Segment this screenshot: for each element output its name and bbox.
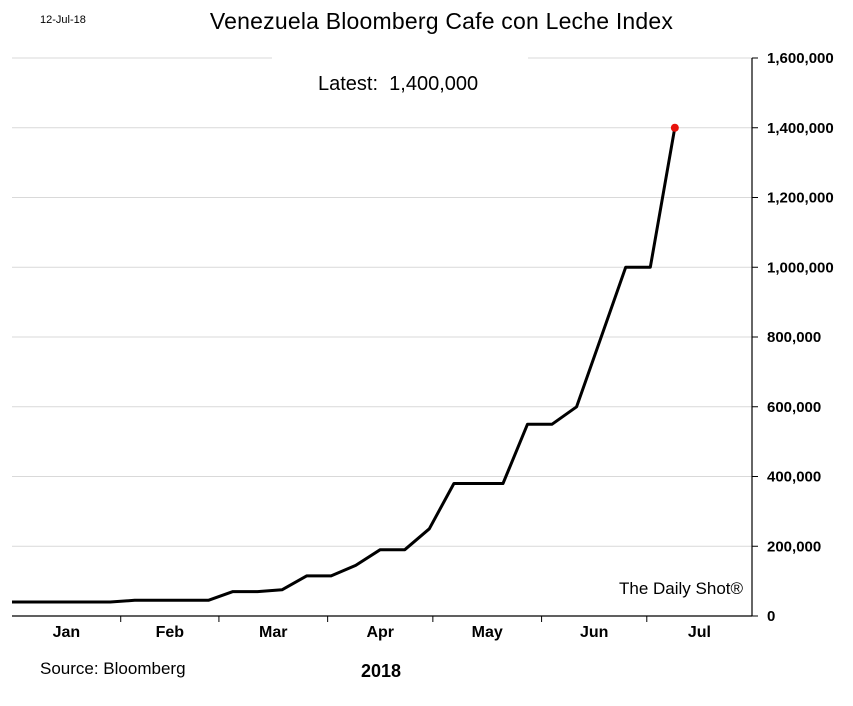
source-note: Source: Bloomberg [40,659,186,678]
y-tick-label: 1,200,000 [767,190,834,207]
x-tick-label: Apr [366,624,394,641]
latest-value-label: Latest: 1,400,000 [318,73,479,95]
x-tick-label: Mar [259,624,287,641]
gridlines [12,57,752,547]
y-tick-label: 600,000 [767,399,821,416]
y-tick-label: 800,000 [767,329,821,346]
chart-date: 12-Jul-18 [40,14,86,26]
x-tick-label: Jan [53,624,81,641]
y-tick-label: 1,600,000 [767,50,834,67]
y-tick-label: 400,000 [767,469,821,486]
x-axis-ticks: Jan Feb Mar Apr May Jun Jul [53,616,711,641]
series-line [12,127,677,604]
x-tick-label: Jul [688,624,711,641]
plot-area [12,123,679,604]
chart-title: Venezuela Bloomberg Cafe con Leche Index [209,8,674,34]
x-tick-label: May [472,624,503,641]
y-tick-label: 200,000 [767,538,821,555]
y-tick-label: 1,400,000 [767,120,834,137]
y-tick-label: 1,000,000 [767,259,834,276]
x-tick-label: Feb [156,624,185,641]
y-tick-label: 0 [767,608,775,625]
brand-watermark: The Daily Shot® [619,579,744,598]
y-axis-ticks: 0 200,000 400,000 600,000 800,000 1,000,000 1,… [752,50,834,625]
latest-point-marker [670,123,679,132]
x-tick-label: Jun [580,624,608,641]
x-axis-title: 2018 [361,661,402,681]
